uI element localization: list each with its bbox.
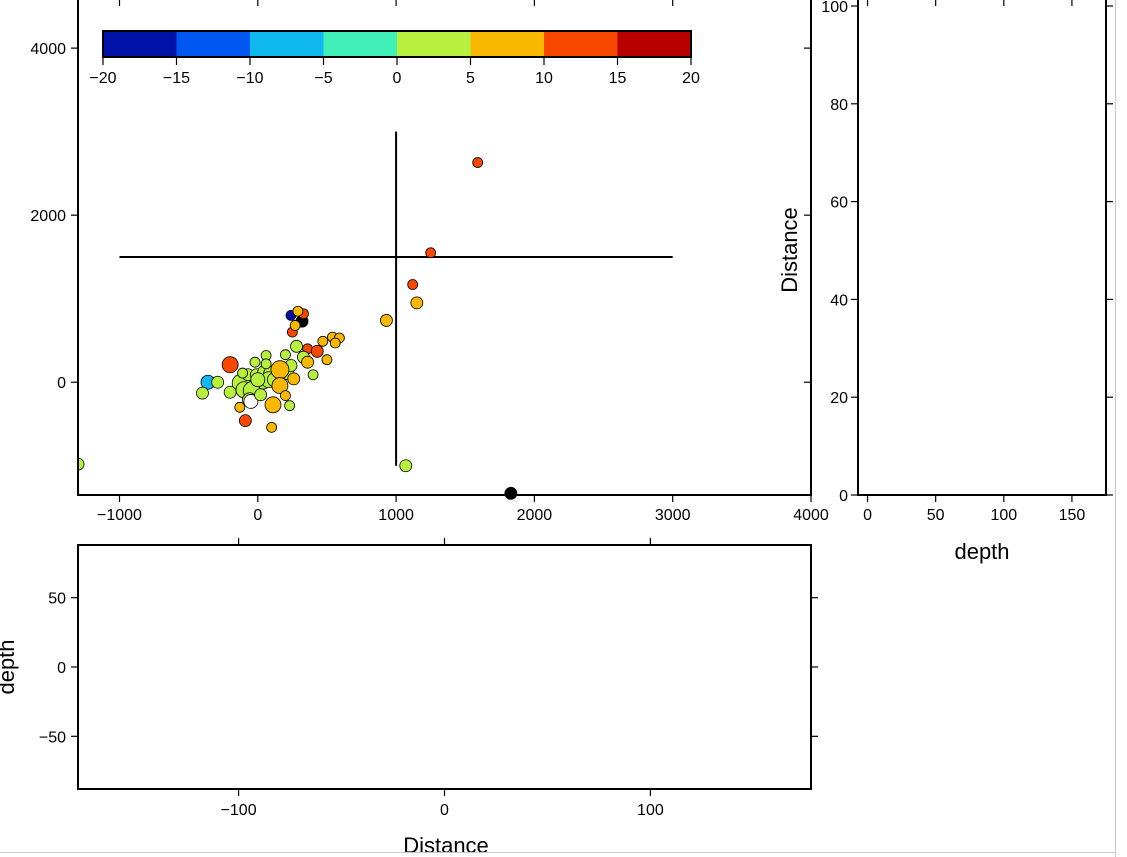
bottom-xtick-label: −100 (221, 802, 257, 819)
data-point (280, 349, 291, 361)
side-ytick-label: 100 (821, 0, 848, 16)
colorbar-tick-label: 0 (393, 70, 402, 87)
colorbar-swatch (323, 31, 398, 57)
colorbar: −20 −15 −10 −5 0 5 10 15 20 (89, 30, 700, 87)
colorbar-tick-label: −5 (314, 70, 332, 87)
data-point (249, 356, 261, 368)
bottom-xtick-label: 100 (637, 802, 664, 819)
data-point (380, 314, 393, 327)
colorbar-tick-label: −10 (236, 70, 263, 87)
colorbar-tick-label: 10 (535, 70, 553, 87)
side-xtick-label: 150 (1059, 507, 1086, 524)
colorbar-swatch (617, 31, 692, 57)
colorbar-tick-label: −15 (163, 70, 190, 87)
bottom-ticks: −100 0 100 −50 0 50 (39, 538, 818, 819)
side-ticks: 0 50 100 150 0 20 40 60 80 100 (821, 0, 1113, 524)
side-ytick-label: 20 (830, 390, 848, 407)
map-xtick-label: 2000 (517, 507, 553, 524)
side-ytick-label: 40 (830, 292, 848, 309)
window-edge-bottom (0, 852, 1116, 853)
data-point (234, 401, 246, 413)
data-point (223, 385, 237, 399)
colorbar-swatch (103, 31, 177, 57)
profile-lines (119, 131, 673, 466)
side-panel: 0 50 100 150 0 20 40 60 80 100 depth Distance (777, 0, 1113, 564)
bottom-ytick-label: 0 (57, 660, 66, 677)
data-point (260, 358, 272, 370)
data-point (425, 247, 437, 259)
colorbar-tick-label: 15 (609, 70, 627, 87)
side-ytick-label: 60 (830, 195, 848, 212)
data-point (287, 372, 301, 386)
bottom-panel: −100 0 100 −50 0 50 Distance depth (0, 538, 818, 857)
window-edge-right (1115, 0, 1116, 857)
colorbar-swatch (470, 31, 545, 57)
map-xtick-label: −1000 (97, 507, 142, 524)
side-frame (857, 0, 1107, 496)
colorbar-tick-label: 20 (682, 70, 700, 87)
data-point (504, 486, 518, 500)
data-point (280, 390, 291, 402)
bottom-ytick-label: 50 (48, 591, 66, 608)
data-point (317, 335, 329, 347)
data-point (211, 375, 225, 389)
data-point (264, 396, 282, 414)
side-xtick-label: 0 (863, 507, 872, 524)
side-xtick-label: 100 (990, 507, 1017, 524)
data-point (290, 339, 303, 353)
data-point (266, 421, 278, 433)
data-point (243, 394, 259, 409)
data-point (472, 157, 484, 168)
data-point (237, 367, 248, 379)
map-xtick-label: 3000 (655, 507, 691, 524)
map-xtick-label: 4000 (793, 507, 829, 524)
map-ytick-label: 4000 (30, 41, 66, 58)
data-point (254, 388, 267, 402)
colorbar-tick-label: 5 (466, 70, 475, 87)
data-point (238, 414, 252, 428)
bottom-ylabel: depth (0, 639, 19, 694)
data-point (321, 354, 333, 366)
bottom-frame (77, 544, 812, 790)
side-ytick-label: 0 (839, 488, 848, 505)
bottom-xlabel: Distance (403, 833, 489, 857)
data-point (407, 279, 419, 290)
data-point (310, 344, 324, 358)
side-ytick-label: 80 (830, 97, 848, 114)
side-ylabel: Distance (777, 207, 802, 293)
data-point (301, 355, 314, 369)
data-point (221, 356, 239, 374)
map-ytick-label: 0 (57, 375, 66, 392)
side-xlabel: depth (954, 539, 1009, 564)
data-point (307, 369, 319, 381)
data-point (329, 337, 341, 349)
map-ticks: −1000 0 1000 2000 3000 4000 0 2000 4000 (30, 0, 829, 524)
data-point (292, 305, 304, 317)
map-xtick-label: 1000 (378, 507, 414, 524)
colorbar-tick-label: −20 (89, 70, 116, 87)
data-point (78, 457, 85, 471)
colorbar-swatch (250, 31, 324, 57)
data-point (270, 360, 290, 380)
data-point (271, 377, 289, 394)
colorbar-swatch (176, 31, 251, 57)
colorbar-swatch (397, 31, 471, 57)
data-point (250, 372, 266, 388)
data-point (196, 386, 209, 400)
map-ytick-label: 2000 (30, 208, 66, 225)
side-xtick-label: 50 (927, 507, 945, 524)
data-point (399, 459, 413, 473)
map-xtick-label: 0 (253, 507, 262, 524)
data-point (284, 400, 296, 412)
map-frame (77, 0, 812, 496)
bottom-ytick-label: −50 (39, 729, 66, 746)
scatter-points (78, 157, 518, 500)
bottom-xtick-label: 0 (440, 802, 449, 819)
data-point (410, 296, 424, 310)
colorbar-swatch (544, 31, 618, 57)
data-point (289, 320, 301, 331)
